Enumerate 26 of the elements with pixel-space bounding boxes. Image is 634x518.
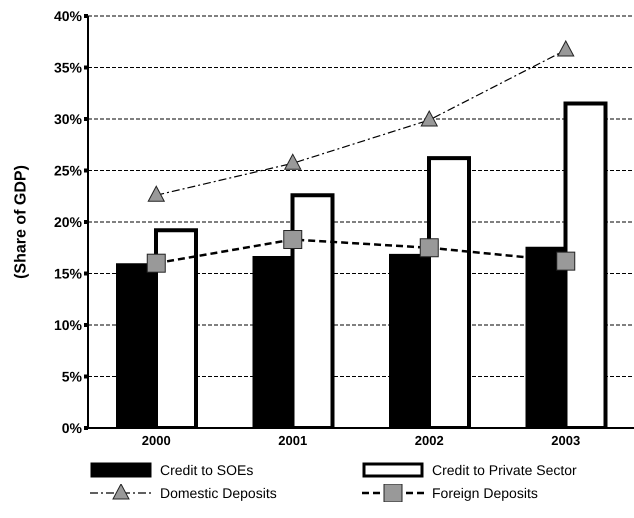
- y-axis-title: (Share of GDP): [12, 165, 30, 279]
- point: [556, 252, 576, 271]
- y-tick-label: 20%: [54, 214, 83, 230]
- point: [148, 186, 165, 202]
- y-tick-label: 40%: [54, 8, 83, 24]
- x-tick-label: 2001: [278, 433, 308, 448]
- point: [420, 110, 438, 127]
- point: [557, 40, 574, 56]
- x-tick-label: 2003: [551, 433, 580, 448]
- point: [283, 230, 302, 250]
- point: [146, 254, 166, 273]
- y-tick-label: 15%: [54, 265, 83, 282]
- legend-label: Credit to Private Sector: [432, 462, 577, 478]
- legend-label: Credit to SOEs: [160, 462, 254, 478]
- y-tick-label: 5%: [62, 368, 83, 384]
- point: [420, 238, 439, 258]
- legend-label: Foreign Deposits: [432, 485, 538, 501]
- legend-label: Domestic Deposits: [160, 485, 277, 501]
- y-tick-label: 30%: [54, 110, 83, 127]
- y-tick-label: 10%: [54, 316, 83, 333]
- x-tick-label: 2002: [414, 433, 444, 448]
- point: [284, 154, 302, 170]
- y-tick-label: 0%: [62, 420, 83, 436]
- y-tick-label: 35%: [54, 59, 83, 76]
- x-tick-label: 2000: [142, 433, 171, 448]
- y-tick-label: 25%: [54, 162, 83, 178]
